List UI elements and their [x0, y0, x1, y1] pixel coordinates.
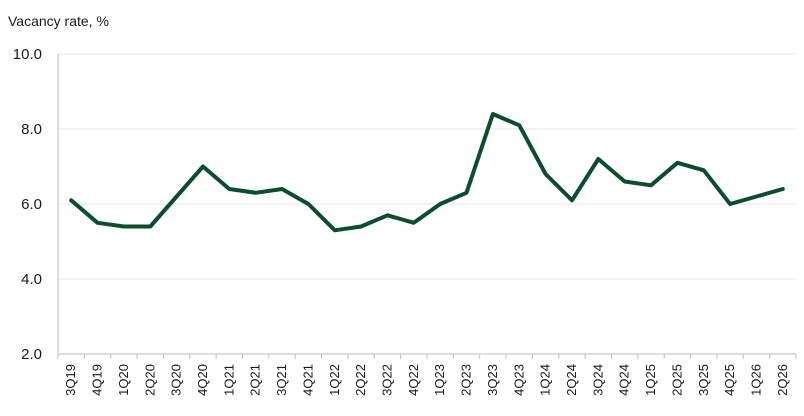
- x-tick-label: 2Q20: [142, 364, 157, 396]
- y-tick-label: 2.0: [21, 346, 42, 363]
- data-point: [254, 191, 258, 195]
- x-tick-label: 1Q21: [221, 364, 236, 396]
- data-point: [227, 187, 231, 191]
- x-tick-label: 3Q25: [696, 364, 711, 396]
- data-point: [306, 202, 310, 206]
- x-tick-label: 3Q19: [63, 364, 78, 396]
- y-tick-labels: 2.0 4.0 6.0 8.0 10.0: [13, 46, 42, 363]
- data-point: [333, 228, 337, 232]
- data-point: [781, 187, 785, 191]
- x-tick-label: 4Q19: [90, 364, 105, 396]
- data-point: [517, 123, 521, 127]
- x-tick-label: 4Q24: [617, 364, 632, 396]
- y-tick-label: 6.0: [21, 196, 42, 213]
- x-tick-label: 1Q24: [538, 364, 553, 396]
- data-point: [544, 172, 548, 176]
- x-tick-label: 2Q22: [353, 364, 368, 396]
- y-tick-label: 8.0: [21, 121, 42, 138]
- series-line: [69, 112, 785, 233]
- x-tick-label: 1Q26: [748, 364, 763, 396]
- axis-layer: [57, 54, 797, 359]
- grid-layer: [58, 53, 796, 280]
- data-point: [96, 221, 100, 225]
- x-tick-label: 4Q25: [722, 364, 737, 396]
- x-tick-label: 4Q21: [300, 364, 315, 396]
- x-tick-label: 3Q20: [169, 364, 184, 396]
- y-tick-label: 4.0: [21, 271, 42, 288]
- y-tick-label: 10.0: [13, 46, 42, 63]
- x-tick-label: 1Q25: [643, 364, 658, 396]
- data-point: [623, 180, 627, 184]
- data-point: [386, 213, 390, 217]
- data-point: [359, 225, 363, 229]
- x-tick-label: 4Q20: [195, 364, 210, 396]
- data-point: [755, 195, 759, 199]
- x-tick-label: 3Q22: [379, 364, 394, 396]
- data-point: [675, 161, 679, 165]
- x-tick-label: 3Q24: [590, 364, 605, 396]
- x-tick-labels: 3Q19 4Q19 1Q20 2Q20 3Q20 4Q20 1Q21 2Q21 3Q21 4Q21…: [63, 364, 790, 396]
- x-tick-label: 3Q21: [274, 364, 289, 396]
- data-point: [201, 165, 205, 169]
- data-point: [570, 198, 574, 202]
- x-tick-label: 3Q23: [485, 364, 500, 396]
- data-point: [465, 191, 469, 195]
- x-tick-label: 1Q23: [432, 364, 447, 396]
- x-tick-label: 2Q25: [669, 364, 684, 396]
- x-tick-label: 1Q20: [116, 364, 131, 396]
- data-point: [702, 168, 706, 172]
- data-point: [649, 183, 653, 187]
- x-tick-label: 2Q24: [564, 364, 579, 396]
- x-tick-label: 4Q22: [406, 364, 421, 396]
- x-tick-label: 2Q21: [248, 364, 263, 396]
- data-point: [69, 198, 73, 202]
- x-tick-label: 2Q23: [459, 364, 474, 396]
- data-point: [438, 202, 442, 206]
- data-point: [280, 187, 284, 191]
- data-point: [122, 225, 126, 229]
- x-tick-label: 4Q23: [511, 364, 526, 396]
- x-tick-label: 1Q22: [327, 364, 342, 396]
- y-axis-title: Vacancy rate, %: [8, 13, 109, 29]
- data-point: [175, 195, 179, 199]
- data-point: [491, 112, 495, 116]
- data-point: [148, 225, 152, 229]
- x-tick-label: 2Q26: [775, 364, 790, 396]
- series-layer: [69, 112, 785, 233]
- data-point: [412, 221, 416, 225]
- data-point: [728, 202, 732, 206]
- data-point: [596, 157, 600, 161]
